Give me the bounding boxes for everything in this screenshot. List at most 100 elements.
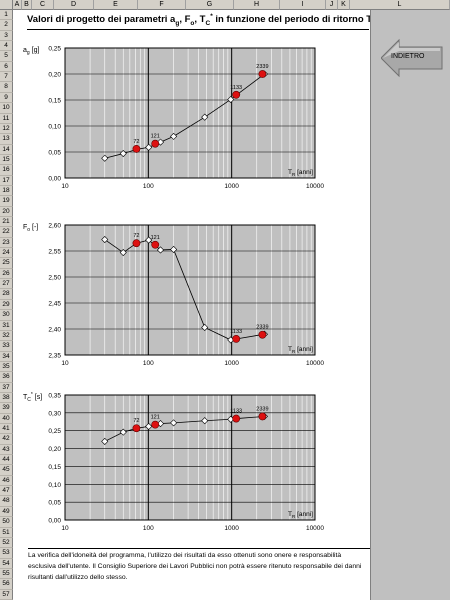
row-header[interactable]: 25 — [0, 258, 13, 269]
column-header-f[interactable]: F — [138, 0, 186, 10]
row-header[interactable]: 35 — [0, 361, 13, 373]
data-point — [145, 236, 153, 244]
column-header-l[interactable]: L — [350, 0, 450, 10]
row-header[interactable]: 22 — [0, 227, 13, 238]
column-header-e[interactable]: E — [94, 0, 138, 10]
plot-area — [64, 394, 316, 521]
row-header[interactable]: 46 — [0, 475, 13, 487]
row-header[interactable]: 3 — [0, 30, 13, 42]
select-all-corner[interactable] — [0, 0, 13, 10]
row-header[interactable]: 42 — [0, 434, 13, 445]
row-header[interactable]: 57 — [0, 589, 13, 600]
y-axis-label-unit: [g] — [30, 47, 40, 54]
y-axis-label-unit: [-] — [30, 224, 38, 231]
highlight-label: 72 — [133, 139, 139, 145]
row-header[interactable]: 27 — [0, 279, 13, 290]
column-header-a[interactable]: A — [13, 0, 22, 10]
row-header[interactable]: 50 — [0, 517, 13, 528]
x-tick-label: 1000 — [224, 183, 239, 190]
highlight-label: 72 — [133, 233, 139, 239]
back-button[interactable]: INDIETRO — [381, 38, 443, 78]
row-header[interactable]: 4 — [0, 41, 13, 52]
row-header[interactable]: 26 — [0, 268, 13, 280]
chart-ag: ag [g] 0,00 0,05 0,10 0,15 0,20 0,25 10 100 1000 1… — [23, 38, 353, 198]
row-header[interactable]: 54 — [0, 558, 13, 569]
column-header-c[interactable]: C — [32, 0, 54, 10]
row-header[interactable]: 44 — [0, 455, 13, 466]
x-tick-label: 1000 — [224, 525, 239, 532]
row-header[interactable]: 23 — [0, 237, 13, 249]
y-axis-label: Fo [-] — [23, 224, 38, 233]
row-header[interactable]: 6 — [0, 61, 13, 73]
row-header[interactable]: 31 — [0, 320, 13, 331]
row-header[interactable]: 20 — [0, 206, 13, 217]
row-header[interactable]: 18 — [0, 185, 13, 197]
column-header-g[interactable]: G — [186, 0, 234, 10]
highlight-point — [151, 139, 160, 148]
data-point — [227, 336, 235, 344]
row-header[interactable]: 39 — [0, 403, 13, 414]
row-header[interactable]: 13 — [0, 134, 13, 145]
row-header[interactable]: 55 — [0, 568, 13, 580]
column-header-h[interactable]: H — [234, 0, 280, 10]
row-header[interactable]: 48 — [0, 496, 13, 507]
title-part-a: Valori di progetto dei parametri a — [27, 14, 176, 26]
highlight-point — [258, 70, 267, 78]
row-header[interactable]: 34 — [0, 351, 13, 362]
row-header[interactable]: 52 — [0, 537, 13, 549]
row-header[interactable]: 1 — [0, 10, 13, 21]
column-header-d[interactable]: D — [54, 0, 94, 10]
row-header[interactable]: 5 — [0, 51, 13, 62]
y-tick-label: 0,25 — [48, 46, 61, 53]
x-tick-label: 10 — [61, 525, 69, 532]
data-point — [119, 150, 127, 158]
highlight-label: 2339 — [256, 64, 268, 70]
row-header[interactable]: 51 — [0, 527, 13, 538]
highlight-point — [132, 239, 141, 248]
y-tick-label: 0,10 — [48, 124, 61, 131]
row-header[interactable]: 12 — [0, 123, 13, 135]
row-header[interactable]: 15 — [0, 154, 13, 166]
row-header[interactable]: 43 — [0, 444, 13, 456]
row-header[interactable]: 7 — [0, 72, 13, 83]
right-panel — [370, 10, 450, 600]
row-header[interactable]: 16 — [0, 165, 13, 176]
highlight-point — [132, 424, 141, 433]
row-header[interactable]: 36 — [0, 372, 13, 383]
row-header[interactable]: 17 — [0, 175, 13, 186]
row-header[interactable]: 30 — [0, 310, 13, 321]
data-point — [101, 236, 109, 244]
row-header[interactable]: 47 — [0, 486, 13, 497]
row-header[interactable]: 53 — [0, 548, 13, 559]
highlight-label: 121 — [151, 134, 160, 140]
row-header[interactable]: 40 — [0, 413, 13, 425]
highlight-label: 1133 — [230, 85, 242, 91]
row-header[interactable]: 37 — [0, 382, 13, 393]
column-header-i[interactable]: I — [280, 0, 326, 10]
chart-svg: TC* [s] 0,00 0,05 0,10 0,15 0,20 0,25 0,30 0,35 1… — [23, 392, 324, 532]
row-header[interactable]: 28 — [0, 289, 13, 300]
row-header[interactable]: 29 — [0, 299, 13, 311]
row-header[interactable]: 19 — [0, 196, 13, 207]
row-header[interactable]: 32 — [0, 330, 13, 342]
row-header[interactable]: 21 — [0, 217, 13, 228]
row-header[interactable]: 38 — [0, 392, 13, 404]
row-header[interactable]: 10 — [0, 103, 13, 114]
row-header[interactable]: 41 — [0, 424, 13, 435]
row-header[interactable]: 9 — [0, 92, 13, 104]
column-header-k[interactable]: K — [338, 0, 350, 10]
row-header[interactable]: 33 — [0, 341, 13, 352]
row-header[interactable]: 56 — [0, 579, 13, 590]
row-header[interactable]: 45 — [0, 465, 13, 476]
column-header-j[interactable]: J — [326, 0, 338, 10]
row-header[interactable]: 2 — [0, 20, 13, 31]
row-header[interactable]: 14 — [0, 144, 13, 155]
x-tick-label: 10000 — [306, 183, 324, 190]
x-tick-label: 10000 — [306, 525, 324, 532]
highlight-label: 2339 — [256, 325, 268, 331]
row-header[interactable]: 11 — [0, 113, 13, 124]
row-header[interactable]: 49 — [0, 506, 13, 518]
row-header[interactable]: 8 — [0, 82, 13, 93]
column-header-b[interactable]: B — [22, 0, 32, 10]
row-header[interactable]: 24 — [0, 248, 13, 259]
